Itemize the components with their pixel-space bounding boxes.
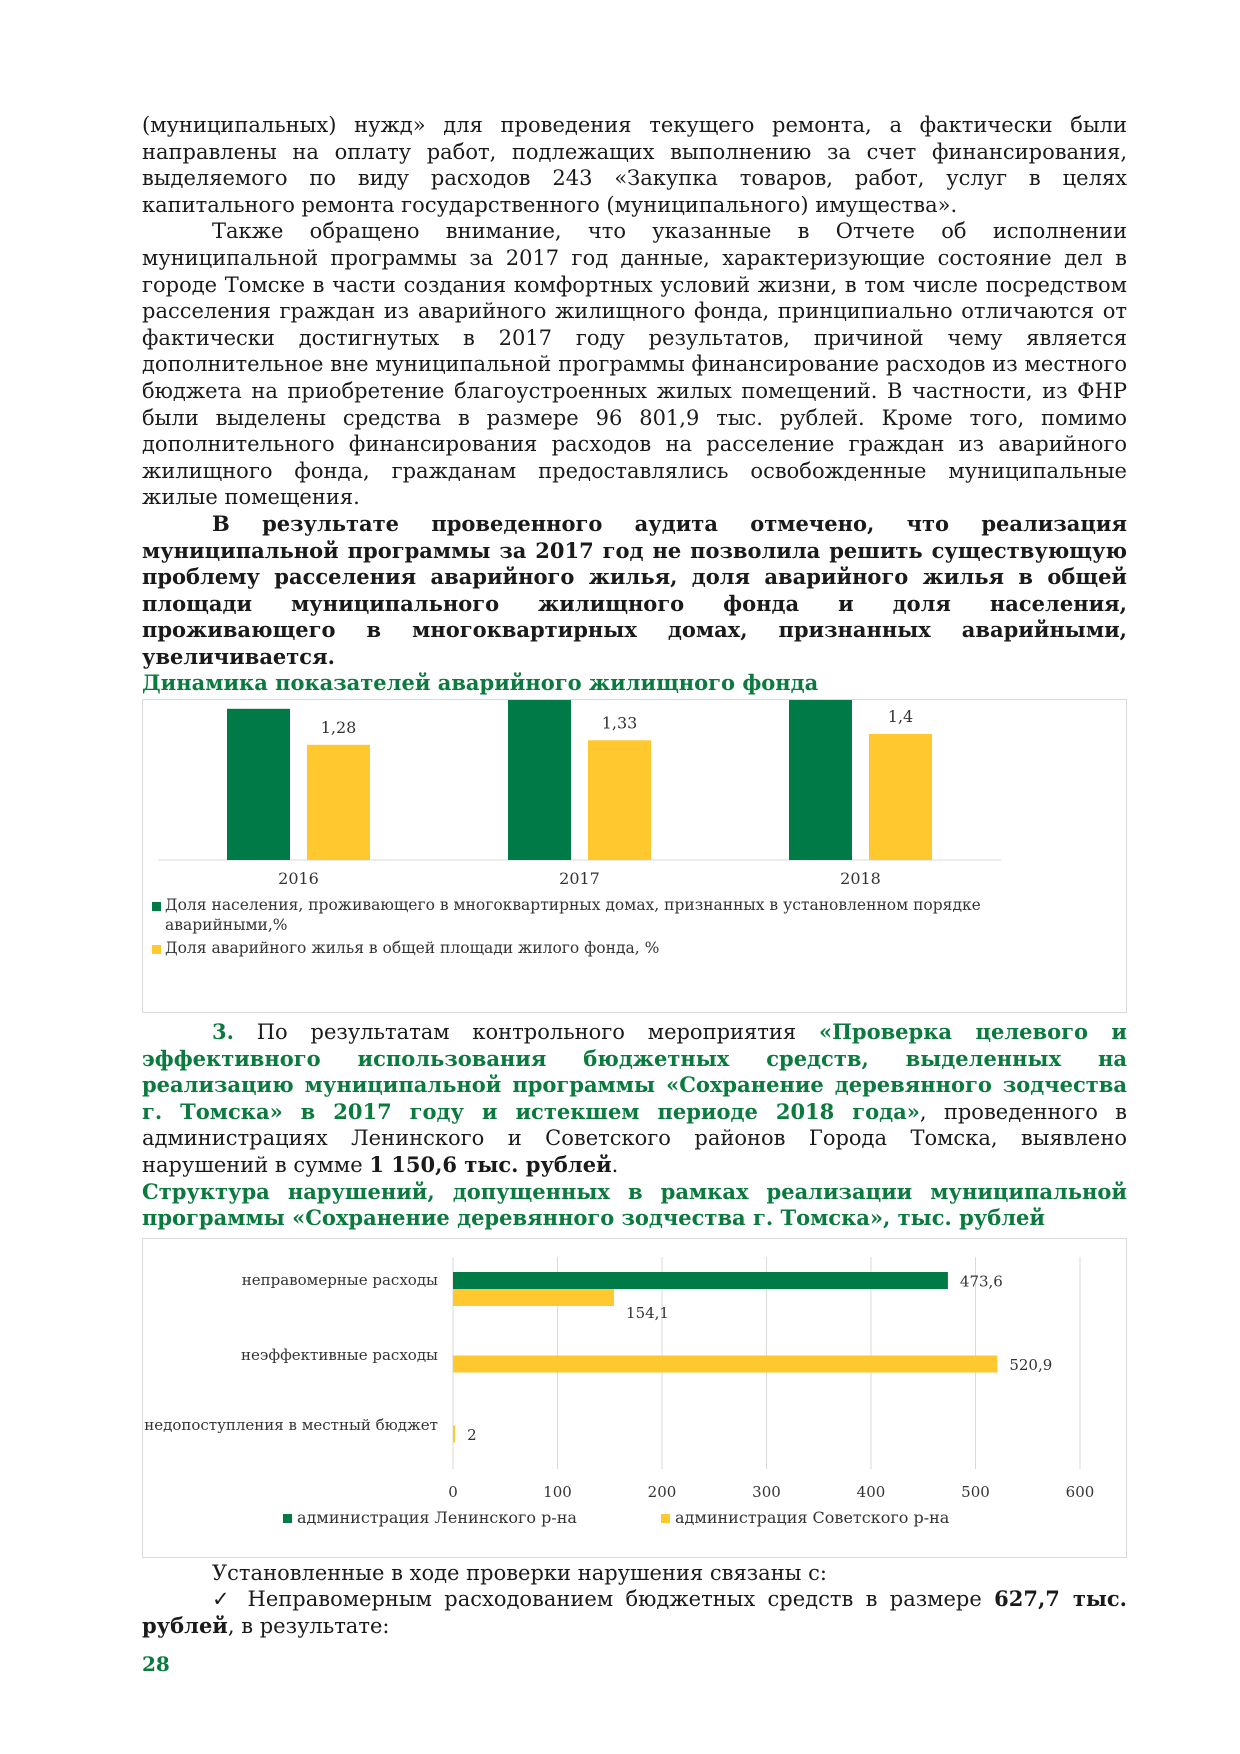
document-page: (муниципальных) нужд» для проведения тек… (142, 112, 1127, 1640)
chart1-legend-swatch (152, 902, 161, 912)
chart2-x-tick-label: 100 (543, 1483, 572, 1501)
chart2-category-label: неправомерные расходы (242, 1271, 438, 1289)
paragraph-1: (муниципальных) нужд» для проведения тек… (142, 113, 1127, 217)
chart1-title: Динамика показателей аварийного жилищног… (142, 670, 819, 696)
paragraph-4-text-a: По результатам контрольного мероприятия (233, 1020, 819, 1045)
chart2-bar (453, 1425, 456, 1443)
paragraph-4-text-b: , проведенного в администрациях Ленинско… (142, 1099, 1127, 1178)
chart2-legend-label: администрация Советского р-на (675, 1508, 950, 1527)
chart2-x-tick-label: 300 (752, 1483, 781, 1501)
chart2-data-label: 520,9 (1009, 1356, 1052, 1374)
chart2-bar (453, 1288, 615, 1306)
paragraph-6: ✓ Неправомерным расходованием бюджетных … (142, 1586, 1127, 1639)
chart1-x-tick-label: 2017 (559, 869, 600, 888)
chart1-legend-swatch (152, 945, 161, 955)
page-number: 28 (142, 1652, 170, 1676)
unlawful-spending-sum: 627,7 тыс. рублей (142, 1586, 1127, 1638)
chart2-category-label: недопоступления в местный бюджет (144, 1416, 438, 1434)
chart1-data-label: 1,4 (888, 707, 913, 726)
chart2-data-label: 2 (467, 1426, 477, 1444)
paragraph-5: Установленные в ходе проверки нарушения … (212, 1560, 827, 1585)
chart-emergency-housing-dynamics: 1,681,2820161,831,3320171,971,42018Доля … (142, 656, 1127, 1014)
paragraph-2: Также обращено внимание, что указанные в… (142, 219, 1127, 510)
chart-violations-structure: 0 100 200 300 400 500 600 неправомерные расходы… (142, 1237, 1127, 1558)
chart2-x-tick-label: 500 (961, 1483, 990, 1501)
checkmark-icon: ✓ (212, 1587, 236, 1612)
paragraph-6-text-b: , в результате: (227, 1614, 390, 1638)
chart1-svg: 1,681,2820161,831,3320171,971,42018Доля … (152, 656, 1001, 957)
chart1-bar (588, 740, 651, 861)
chart2-data-label: 473,6 (960, 1272, 1003, 1290)
chart2-x-tick-label: 0 (448, 1483, 458, 1501)
chart2-legend-swatch (283, 1513, 292, 1523)
chart2-data-label: 154,1 (626, 1304, 669, 1322)
item-number: 3. (212, 1019, 234, 1045)
chart1-data-label: 1,28 (321, 718, 357, 737)
chart1-bar (307, 744, 370, 861)
paragraph-3-conclusion: В результате проведенного аудита отмечен… (142, 510, 1127, 669)
chart1-bar (508, 695, 571, 861)
violation-sum: 1 150,6 тыс. рублей (369, 1152, 612, 1178)
chart1-bar (789, 682, 852, 861)
paragraph-6-text-a: Неправомерным расходованием бюджетных ср… (235, 1587, 995, 1612)
chart2-legend-swatch (661, 1513, 670, 1523)
chart1-x-tick-label: 2016 (278, 869, 319, 888)
chart2-x-tick-label: 600 (1066, 1483, 1095, 1501)
paragraph-4: 3. По результатам контрольного мероприят… (142, 1019, 1127, 1179)
chart2-svg: 0 100 200 300 400 500 600 неправомерные расходы… (144, 1256, 1095, 1527)
paragraph-4-end: . (611, 1153, 619, 1178)
chart2-x-tick-label: 400 (857, 1483, 886, 1501)
chart1-data-label: 1,33 (602, 713, 638, 732)
chart1-legend-label: аварийными,% (165, 916, 288, 934)
chart2-title: Структура нарушений, допущенных в рамках… (142, 1178, 1127, 1231)
chart2-x-tick-label: 200 (648, 1483, 677, 1501)
chart1-bar (869, 734, 932, 861)
chart2-category-label: неэффективные расходы (241, 1346, 438, 1364)
chart1-legend-label: Доля аварийного жилья в общей площади жи… (165, 939, 659, 957)
chart2-bar (453, 1271, 948, 1289)
chart1-bar (227, 708, 290, 861)
audit-title: «Проверка целевого и эффективного исполь… (142, 1019, 1127, 1124)
chart2-bar (453, 1355, 998, 1373)
chart1-legend-label: Доля населения, проживающего в многоквар… (165, 896, 981, 914)
chart1-x-tick-label: 2018 (840, 869, 881, 888)
chart2-legend-label: администрация Ленинского р-на (297, 1508, 577, 1527)
chart1-data-label: 1,68 (241, 700, 277, 701)
